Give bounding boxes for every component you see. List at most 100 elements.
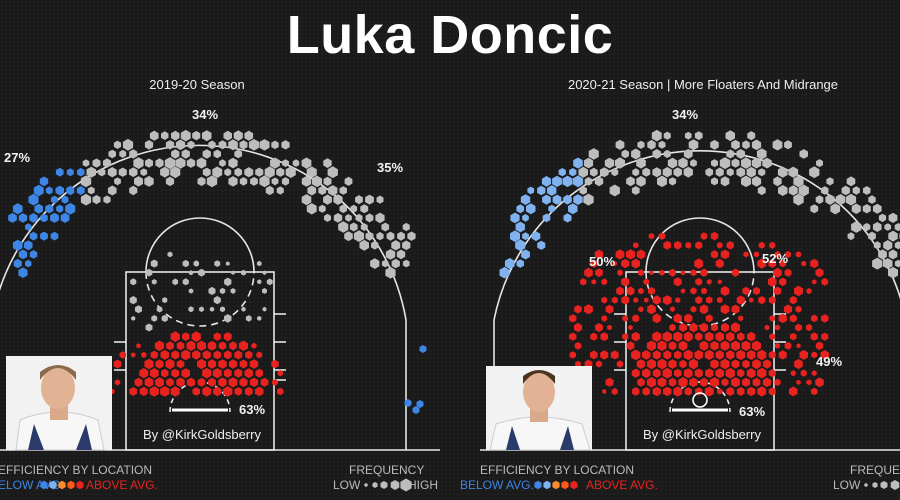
shot-hex bbox=[617, 269, 623, 276]
shot-hex bbox=[29, 231, 38, 241]
zone-label-top-of-key-three: 34% bbox=[192, 107, 218, 122]
shot-hex bbox=[689, 323, 698, 332]
shot-hex bbox=[669, 323, 676, 332]
shot-hex bbox=[705, 167, 714, 177]
shot-hex bbox=[684, 387, 692, 396]
shot-hex bbox=[56, 204, 64, 213]
zone-label-left-elbow: 50% bbox=[589, 254, 615, 269]
shot-hex bbox=[391, 258, 400, 269]
shot-hex bbox=[196, 157, 207, 169]
shot-hex bbox=[140, 369, 147, 377]
shot-hex bbox=[239, 140, 248, 150]
shot-hex bbox=[87, 186, 95, 195]
shot-hex bbox=[652, 167, 662, 178]
shot-hex bbox=[757, 367, 767, 379]
shot-hex bbox=[515, 221, 525, 233]
legend-color-swatch bbox=[49, 480, 57, 490]
shot-hex bbox=[720, 176, 730, 187]
shot-hex bbox=[726, 168, 734, 177]
shot-hex bbox=[717, 279, 722, 285]
shot-hex bbox=[218, 377, 227, 388]
shot-hex bbox=[806, 288, 812, 294]
shot-hex bbox=[695, 241, 703, 250]
shot-hex bbox=[648, 233, 655, 240]
shot-hex bbox=[186, 340, 196, 351]
shot-hex bbox=[868, 231, 876, 241]
shot-hex bbox=[129, 167, 138, 178]
shot-hex bbox=[778, 185, 788, 196]
shot-hex bbox=[213, 386, 222, 397]
shot-hex bbox=[265, 185, 274, 196]
shot-hex bbox=[706, 279, 712, 285]
shot-hex bbox=[647, 358, 656, 370]
shot-hex bbox=[160, 350, 169, 360]
shot-hex bbox=[668, 377, 677, 387]
legend-size-swatch bbox=[400, 478, 412, 492]
shot-hex bbox=[690, 159, 697, 167]
legend-size-swatch bbox=[380, 481, 388, 489]
shot-hex bbox=[646, 377, 657, 388]
shot-hex bbox=[605, 377, 614, 387]
shot-hex bbox=[552, 175, 562, 187]
shot-hex bbox=[795, 323, 802, 332]
shot-hex bbox=[8, 212, 17, 223]
shot-hex bbox=[710, 359, 719, 369]
shot-hex bbox=[228, 139, 238, 151]
shot-hex bbox=[18, 249, 28, 260]
shot-hex bbox=[199, 306, 204, 312]
shot-hex bbox=[626, 341, 635, 351]
shot-hex bbox=[789, 314, 797, 323]
shot-hex bbox=[657, 358, 667, 370]
shot-hex bbox=[170, 386, 180, 397]
shot-hex bbox=[888, 212, 898, 223]
shot-hex bbox=[45, 204, 54, 214]
shot-hex bbox=[612, 260, 617, 267]
shot-hex bbox=[715, 331, 725, 342]
shot-hex bbox=[28, 193, 39, 206]
shot-hex bbox=[690, 287, 697, 295]
shot-hex bbox=[516, 259, 524, 268]
shot-hex bbox=[591, 279, 597, 285]
shot-hex bbox=[181, 368, 190, 379]
shot-hex bbox=[601, 296, 608, 304]
shot-hex bbox=[176, 359, 185, 369]
shot-hex bbox=[815, 195, 824, 204]
shot-hex bbox=[684, 131, 692, 140]
shot-hex bbox=[24, 240, 33, 251]
shot-hex bbox=[793, 193, 804, 206]
shot-hex bbox=[55, 167, 64, 177]
shot-hex bbox=[779, 277, 787, 287]
shot-hex bbox=[239, 340, 248, 351]
shot-hex bbox=[705, 368, 714, 378]
shot-hex bbox=[590, 259, 598, 268]
shot-hex bbox=[601, 315, 608, 322]
shot-hex bbox=[816, 159, 823, 168]
shot-hex bbox=[188, 270, 194, 276]
shot-hex bbox=[301, 157, 312, 169]
shot-hex bbox=[872, 257, 883, 270]
shot-hex bbox=[784, 341, 792, 350]
shot-hex bbox=[18, 213, 28, 223]
shot-hex bbox=[234, 167, 243, 177]
shot-hex bbox=[752, 340, 761, 351]
shot-hex bbox=[638, 306, 644, 313]
shot-hex bbox=[355, 213, 363, 222]
shot-hex bbox=[652, 331, 662, 342]
shot-hex bbox=[667, 157, 678, 169]
legend-color-swatch bbox=[561, 480, 569, 490]
shot-hex bbox=[621, 277, 630, 287]
shot-hex bbox=[521, 249, 530, 260]
shot-hex bbox=[563, 213, 572, 223]
shot-hex bbox=[166, 342, 174, 350]
shot-hex bbox=[234, 387, 242, 396]
shot-hex bbox=[365, 231, 374, 241]
shot-hex bbox=[626, 176, 635, 187]
shot-hex bbox=[888, 230, 898, 242]
shot-hex bbox=[851, 221, 862, 233]
shot-hex bbox=[821, 186, 829, 195]
shot-hex bbox=[229, 341, 237, 351]
shot-hex bbox=[658, 232, 666, 240]
zone-label-right-elbow: 52% bbox=[762, 251, 788, 266]
shot-hex bbox=[694, 350, 703, 360]
shot-hex bbox=[161, 368, 169, 378]
